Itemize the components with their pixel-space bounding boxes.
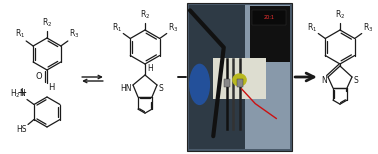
Ellipse shape <box>189 64 210 105</box>
Text: HN: HN <box>121 84 132 93</box>
Text: +: + <box>17 85 27 99</box>
Text: R$_1$: R$_1$ <box>307 21 317 34</box>
Bar <box>187 3 292 151</box>
Text: H: H <box>147 64 153 73</box>
Text: R$_1$: R$_1$ <box>112 21 122 34</box>
Text: R$_2$: R$_2$ <box>140 8 150 21</box>
Text: R$_2$: R$_2$ <box>335 8 345 21</box>
Text: O: O <box>36 72 42 81</box>
Text: R$_3$: R$_3$ <box>168 21 178 34</box>
Bar <box>252 10 286 25</box>
Text: R$_3$: R$_3$ <box>69 28 79 40</box>
Ellipse shape <box>232 73 247 87</box>
Text: S: S <box>353 76 358 85</box>
Text: S: S <box>158 84 163 93</box>
Bar <box>224 79 230 87</box>
Bar <box>237 79 243 87</box>
Text: R$_2$: R$_2$ <box>42 16 52 29</box>
Bar <box>189 5 290 149</box>
Bar <box>245 5 290 149</box>
Text: HS: HS <box>17 126 27 134</box>
Text: H$_2$N: H$_2$N <box>9 87 26 99</box>
Text: R$_1$: R$_1$ <box>15 28 25 40</box>
Text: N: N <box>321 76 327 85</box>
Text: R$_3$: R$_3$ <box>363 21 373 34</box>
Text: 20:1: 20:1 <box>263 15 274 20</box>
Bar <box>213 58 266 99</box>
Bar <box>250 6 290 62</box>
Text: H: H <box>48 83 54 92</box>
